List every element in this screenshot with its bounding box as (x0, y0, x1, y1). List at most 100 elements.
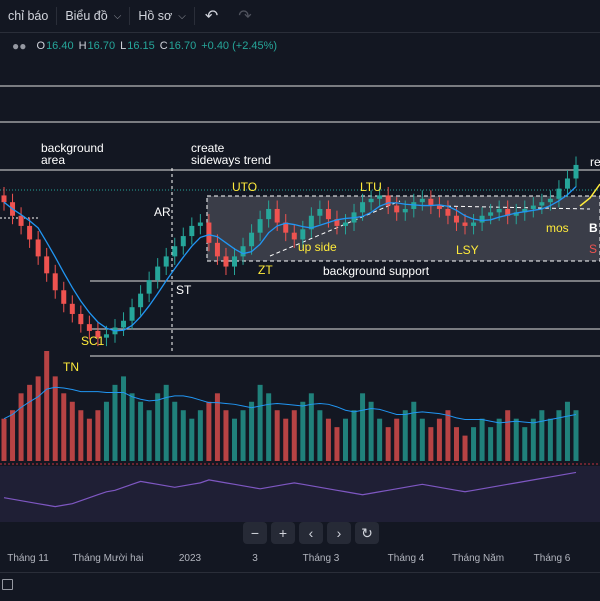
indicators-button[interactable]: chỉ báo (0, 0, 56, 32)
candle-body (146, 280, 152, 294)
candle-body (249, 232, 255, 247)
candle-body (172, 246, 178, 257)
volume-bar (78, 410, 84, 461)
close-label: C (159, 40, 168, 52)
volume-bar (266, 393, 272, 461)
candle-body (334, 219, 340, 226)
candle-body (214, 242, 220, 257)
annotation-zt: ZT (258, 263, 273, 277)
annotation-background-area: background (41, 141, 104, 155)
volume-bar (394, 418, 400, 461)
profile-menu-button[interactable]: Hồ sơ ⌵ (130, 0, 194, 32)
volume-bar (462, 435, 468, 461)
volume-bar (129, 393, 135, 461)
undo-icon[interactable]: ↶ (204, 8, 219, 25)
volume-bar (505, 410, 511, 461)
volume-bar (240, 410, 246, 461)
candle-body (223, 256, 229, 267)
calendar-icon[interactable] (2, 579, 13, 590)
candle-body (471, 222, 477, 226)
volume-bar (351, 410, 357, 461)
x-tick-label: Tháng 11 (7, 553, 49, 564)
close-value: 16.70 (168, 40, 197, 52)
volume-bar (436, 418, 442, 461)
annotation-create: create (191, 141, 225, 155)
volume-bar (257, 384, 263, 461)
volume-bar (428, 427, 434, 461)
candle-body (206, 222, 212, 243)
volume-bar (479, 418, 485, 461)
candle-body (44, 256, 50, 274)
chart-menu-label: Biểu đồ (65, 9, 108, 23)
zoom-in-icon[interactable]: + (271, 522, 295, 544)
sideways-range-box (206, 195, 600, 262)
annotation-ar: AR (154, 205, 171, 219)
x-tick-label: Tháng 3 (302, 553, 340, 564)
candle-body (95, 330, 101, 338)
candle-body (163, 256, 169, 267)
chart-menu-button[interactable]: Biểu đồ ⌵ (57, 0, 129, 32)
candle-body (564, 178, 570, 189)
annotation-sc1: SC1 (81, 334, 105, 348)
volume-bar (274, 410, 280, 461)
volume-bar (146, 410, 152, 461)
low-label: L (120, 40, 127, 52)
candle-body (488, 212, 494, 216)
volume-bar (214, 393, 220, 461)
candle-body (35, 239, 41, 257)
volume-bar (86, 418, 92, 461)
bottom-bar (0, 572, 600, 601)
volume-bar (138, 401, 144, 461)
candle-body (52, 273, 58, 291)
candle-body (445, 208, 451, 216)
volume-bar (232, 418, 238, 461)
zoom-out-icon[interactable]: − (243, 522, 267, 544)
candle-body (129, 307, 135, 321)
annotation-ltu: LTU (360, 180, 382, 194)
change-value: +0.40 (+2.45%) (201, 40, 278, 52)
volume-bar (61, 393, 67, 461)
volume-bar (556, 410, 562, 461)
toolbar-divider (56, 7, 58, 25)
volume-bar (334, 427, 340, 461)
x-tick-label: 2023 (178, 553, 202, 564)
eye-icon[interactable]: ●● (12, 39, 27, 53)
price-chart[interactable]: background area create sideways trend AR… (0, 56, 600, 544)
volume-bar (249, 401, 255, 461)
volume-bar (402, 410, 408, 461)
toolbar-divider (193, 7, 195, 25)
time-axis[interactable]: Tháng 11 Tháng Mười hai 2023 3 Tháng 3 Tháng … (0, 544, 600, 572)
candle-body (18, 215, 24, 226)
volume-bar (283, 418, 289, 461)
candle-body (419, 198, 425, 203)
candle-body (308, 215, 314, 230)
annotation-s: S (589, 242, 597, 256)
candle-body (138, 293, 144, 308)
redo-icon[interactable]: ↷ (238, 8, 252, 25)
candle-body (428, 198, 434, 206)
volume-bar (488, 427, 494, 461)
top-toolbar: chỉ báo Biểu đồ ⌵ Hồ sơ ⌵ ↶ ↷ (0, 0, 600, 33)
volume-bar (471, 427, 477, 461)
volume-bar (10, 410, 16, 461)
candle-body (61, 290, 67, 304)
candle-body (325, 208, 331, 220)
candle-body (436, 205, 442, 209)
scroll-left-icon[interactable]: ‹ (299, 522, 323, 544)
annotation-background-support: background support (323, 264, 430, 278)
arrow-annotation (579, 183, 600, 207)
annotation-background-area: area (41, 153, 65, 167)
volume-bar (513, 418, 519, 461)
candle-body (556, 188, 562, 199)
low-value: 16.15 (127, 40, 155, 52)
reset-chart-icon[interactable]: ↻ (355, 522, 379, 544)
scroll-right-icon[interactable]: › (327, 522, 351, 544)
x-tick-label: 3 (252, 553, 258, 564)
volume-bar (197, 410, 203, 461)
indicators-label: chỉ báo (8, 9, 49, 23)
volume-bar (1, 418, 7, 461)
volume-bar (103, 401, 109, 461)
volume-bar (453, 427, 459, 461)
volume-bar (496, 418, 502, 461)
volume-bar (522, 427, 528, 461)
